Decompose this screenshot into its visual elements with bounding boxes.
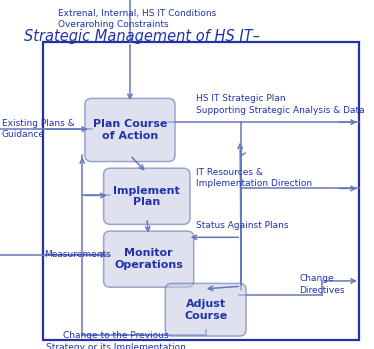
Text: Adjust
Course: Adjust Course: [184, 299, 227, 320]
Text: Monitor
Operations: Monitor Operations: [114, 248, 183, 270]
Text: Strategic Management of HS IT–: Strategic Management of HS IT–: [24, 29, 260, 44]
Text: Extrenal, Internal, HS IT Conditions
Overarohing Constraints: Extrenal, Internal, HS IT Conditions Ove…: [58, 9, 216, 29]
Text: Existing Plans &
Guidance: Existing Plans & Guidance: [2, 119, 75, 139]
Text: IT Resources &
Implementation Direction: IT Resources & Implementation Direction: [196, 168, 312, 188]
Text: Status Against Plans: Status Against Plans: [196, 221, 289, 230]
Text: Change
Directives: Change Directives: [299, 274, 345, 295]
FancyBboxPatch shape: [104, 168, 190, 224]
FancyBboxPatch shape: [104, 231, 194, 287]
Text: Change to the Previous
Strategy or its Implementation: Change to the Previous Strategy or its I…: [46, 331, 186, 349]
FancyBboxPatch shape: [165, 283, 246, 336]
Text: Measurements: Measurements: [44, 250, 111, 259]
Text: Plan Course
of Action: Plan Course of Action: [93, 119, 167, 141]
Text: Implement
Plan: Implement Plan: [113, 186, 180, 207]
FancyBboxPatch shape: [85, 98, 175, 162]
Text: HS IT Strategic Plan
Supporting Strategic Analysis & Data: HS IT Strategic Plan Supporting Strategi…: [196, 95, 365, 115]
